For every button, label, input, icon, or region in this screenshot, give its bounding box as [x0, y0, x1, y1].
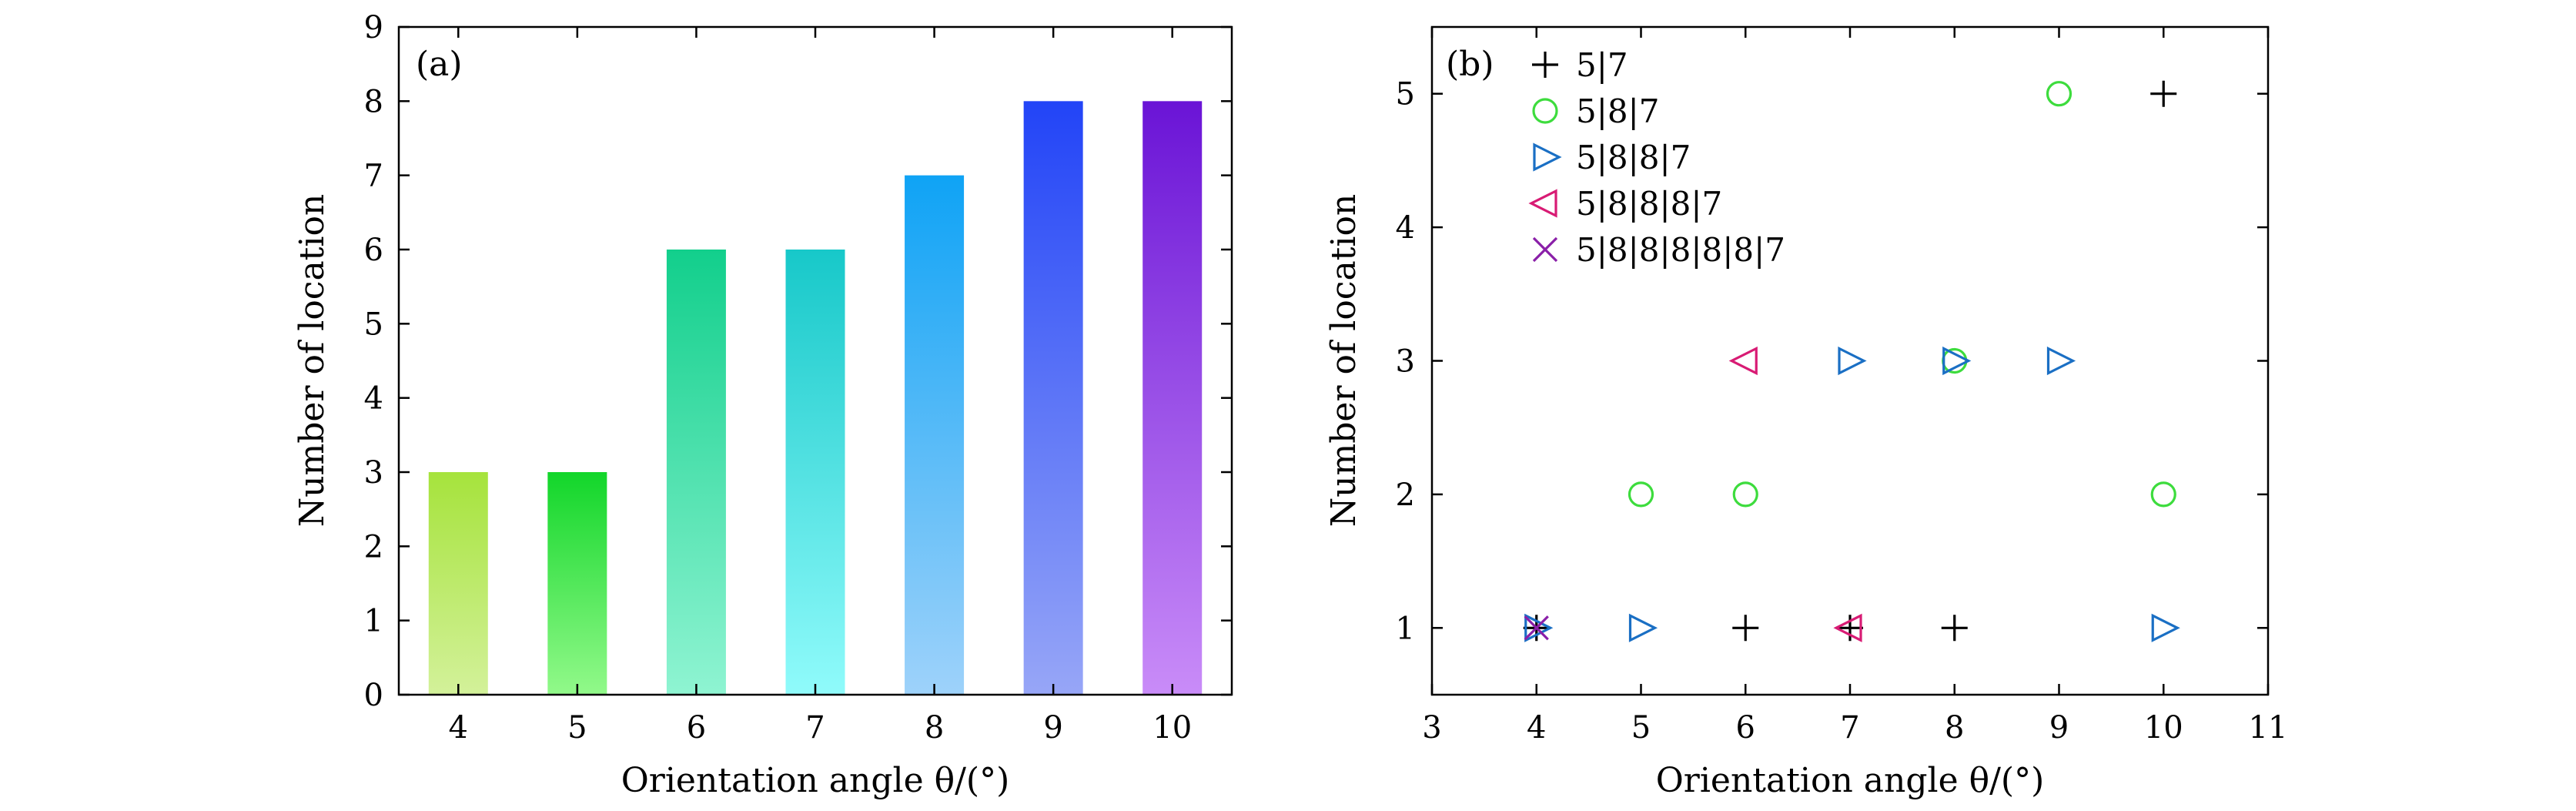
- x-tick-label: 3: [1422, 710, 1441, 746]
- legend-label: 5|8|8|8|7: [1576, 185, 1722, 223]
- legend-label: 5|7: [1576, 46, 1628, 84]
- point-circle: [1628, 481, 1654, 508]
- y-tick-label: 1: [1396, 611, 1415, 646]
- x-axis-title: Orientation angle θ/(°): [1656, 761, 2045, 800]
- y-axis-ticks: 0 1 2 3 4 5 6 7 8 9: [364, 10, 1232, 713]
- x-tick-label: 9: [2049, 710, 2069, 746]
- legend-label: 5|8|8|8|8|8|7: [1576, 231, 1785, 269]
- legend-label: 5|8|8|7: [1576, 139, 1691, 176]
- x-tick-label: 5: [1631, 710, 1651, 746]
- point-plus: [2150, 80, 2177, 107]
- y-tick-label: 2: [1396, 478, 1415, 513]
- legend-marker-circle: [1532, 98, 1558, 124]
- point-triangle-right: [1524, 613, 1554, 642]
- point-plus: [1837, 615, 1863, 642]
- legend-marker-cross: [1532, 236, 1558, 263]
- x-tick-label: 6: [1736, 710, 1755, 746]
- legend-marker-triangle-left: [1528, 189, 1557, 218]
- bar-4: [428, 472, 488, 695]
- y-axis-ticks: 1 2 3 4 5: [1396, 77, 2268, 646]
- y-tick-label: 9: [364, 10, 383, 45]
- legend-marker-triangle-right: [1533, 142, 1562, 172]
- y-tick-label: 4: [1396, 210, 1415, 246]
- x-axis-ticks: 3 4 5 6 7 8 9 10 11: [1422, 27, 2287, 746]
- legend-label: 5|8|7: [1576, 92, 1659, 130]
- bar-8: [905, 175, 965, 695]
- bar-10: [1142, 101, 1203, 695]
- x-tick-label: 10: [2144, 710, 2183, 746]
- point-triangle-left: [1833, 613, 1862, 642]
- x-tick-label: 8: [1945, 710, 1964, 746]
- x-axis-ticks: 4 5 6 7 8 9 10: [449, 27, 1192, 746]
- x-tick-label: 4: [1527, 710, 1546, 746]
- y-tick-label: 3: [1396, 344, 1415, 380]
- y-tick-label: 8: [364, 84, 383, 119]
- point-triangle-left: [1728, 346, 1758, 376]
- y-tick-label: 7: [364, 159, 383, 194]
- x-tick-label: 4: [449, 710, 468, 746]
- point-triangle-right: [1942, 346, 1972, 376]
- y-tick-label: 3: [364, 455, 383, 491]
- x-axis-title: Orientation angle θ/(°): [621, 761, 1010, 800]
- panel-label: (b): [1446, 45, 1494, 84]
- y-tick-label: 5: [364, 307, 383, 342]
- x-tick-label: 11: [2249, 710, 2288, 746]
- point-circle: [2150, 481, 2176, 508]
- x-tick-label: 8: [925, 710, 944, 746]
- panel-a-bar-chart: 0 1 2 3 4 5 6 7 8 9 4 5 6 7 8 9 10 (a) Orientation angl…: [293, 10, 1233, 800]
- point-circle: [2046, 81, 2073, 107]
- y-axis-title: Number of location: [1324, 194, 1363, 528]
- plot-frame: [1430, 25, 2270, 696]
- bar-9: [1023, 101, 1083, 695]
- x-tick-label: 6: [687, 710, 706, 746]
- point-triangle-right: [1628, 613, 1658, 642]
- bar-5: [547, 472, 607, 695]
- x-tick-label: 5: [567, 710, 587, 746]
- point-cross: [1524, 615, 1549, 641]
- x-tick-label: 10: [1153, 710, 1192, 746]
- y-tick-label: 0: [364, 678, 383, 713]
- point-plus: [1732, 615, 1759, 642]
- point-triangle-right: [2151, 613, 2180, 642]
- x-tick-label: 7: [1840, 710, 1859, 746]
- point-triangle-right: [2046, 346, 2076, 376]
- point-plus: [1941, 615, 1968, 642]
- bar-6: [666, 250, 726, 695]
- legend: 5|7 5|8|7 5|8|8|7 5|8|8|8|7 5|8|8|8|8|8|7: [1528, 46, 1785, 269]
- legend-marker-plus: [1532, 52, 1558, 78]
- x-tick-label: 7: [805, 710, 825, 746]
- panel-label: (a): [416, 45, 463, 84]
- bar-7: [785, 250, 845, 695]
- bar-series: [428, 101, 1203, 695]
- y-axis-title: Number of location: [293, 194, 332, 528]
- y-tick-label: 5: [1396, 77, 1415, 112]
- y-tick-label: 4: [364, 381, 383, 417]
- scatter-points: [1523, 80, 2180, 642]
- x-tick-label: 9: [1043, 710, 1062, 746]
- y-tick-label: 6: [364, 233, 383, 268]
- y-tick-label: 1: [364, 604, 383, 639]
- panel-b-scatter-chart: 1 2 3 4 5 3 4 5 6 7 8 9 10 11 5|7 5|8|7 5|8|8|7 5|8|8|8…: [1324, 25, 2287, 800]
- y-tick-label: 2: [364, 529, 383, 565]
- point-triangle-right: [1838, 346, 1867, 376]
- point-circle: [1732, 481, 1758, 508]
